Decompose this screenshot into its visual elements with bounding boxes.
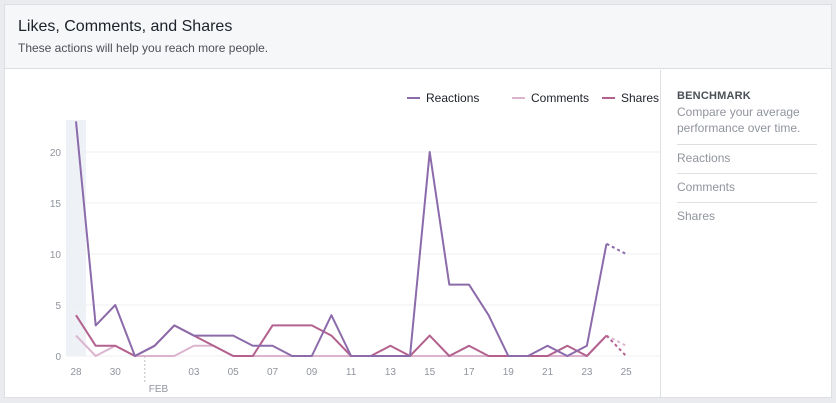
x-tick-label: 03 [188,367,200,378]
highlight-band [66,120,86,356]
card-title: Likes, Comments, and Shares [18,18,233,35]
x-tick-label: 07 [267,367,279,378]
y-tick-label: 15 [50,199,62,210]
series-line-reactions [75,121,608,357]
chart-area: 0 5 10 15 20 28 30 03 05 07 09 11 13 15 17 19 21 23 25 FEB R… [5,70,660,398]
x-tick-label: 13 [385,367,397,378]
benchmark-panel: BENCHMARK Compare your average performan… [660,70,831,398]
benchmark-item-comments[interactable]: Comments [677,173,817,202]
insights-card: Likes, Comments, and Shares These action… [4,4,832,398]
x-tick-label: 19 [503,367,515,378]
x-tick-label: 30 [110,367,122,378]
x-tick-label: 17 [463,367,475,378]
benchmark-description: Compare your average performance over ti… [677,105,801,135]
legend-label-comments: Comments [531,91,589,105]
x-tick-label: 09 [306,367,318,378]
benchmark-title: BENCHMARK [677,90,751,102]
series-dashed-segment [605,334,627,357]
month-label: FEB [149,384,169,395]
benchmark-item-shares[interactable]: Shares [677,202,817,231]
y-tick-label: 5 [55,301,61,312]
y-tick-label: 10 [50,250,62,261]
x-tick-label: 25 [621,367,633,378]
series-dashed-segment [606,242,627,255]
card-header: Likes, Comments, and Shares These action… [5,5,831,69]
x-tick-label: 21 [542,367,554,378]
y-tick-label: 0 [55,352,61,363]
benchmark-item-reactions[interactable]: Reactions [677,144,817,173]
x-tick-label: 28 [70,367,82,378]
card-subtitle: These actions will help you reach more p… [18,41,269,55]
legend-label-shares: Shares [621,91,659,105]
x-tick-label: 15 [424,367,436,378]
x-tick-label: 11 [346,367,357,378]
y-tick-label: 20 [50,148,62,159]
legend-label-reactions: Reactions [426,91,479,105]
series-dashed-segment [606,334,627,347]
x-tick-label: 05 [228,367,240,378]
x-tick-label: 23 [581,367,593,378]
